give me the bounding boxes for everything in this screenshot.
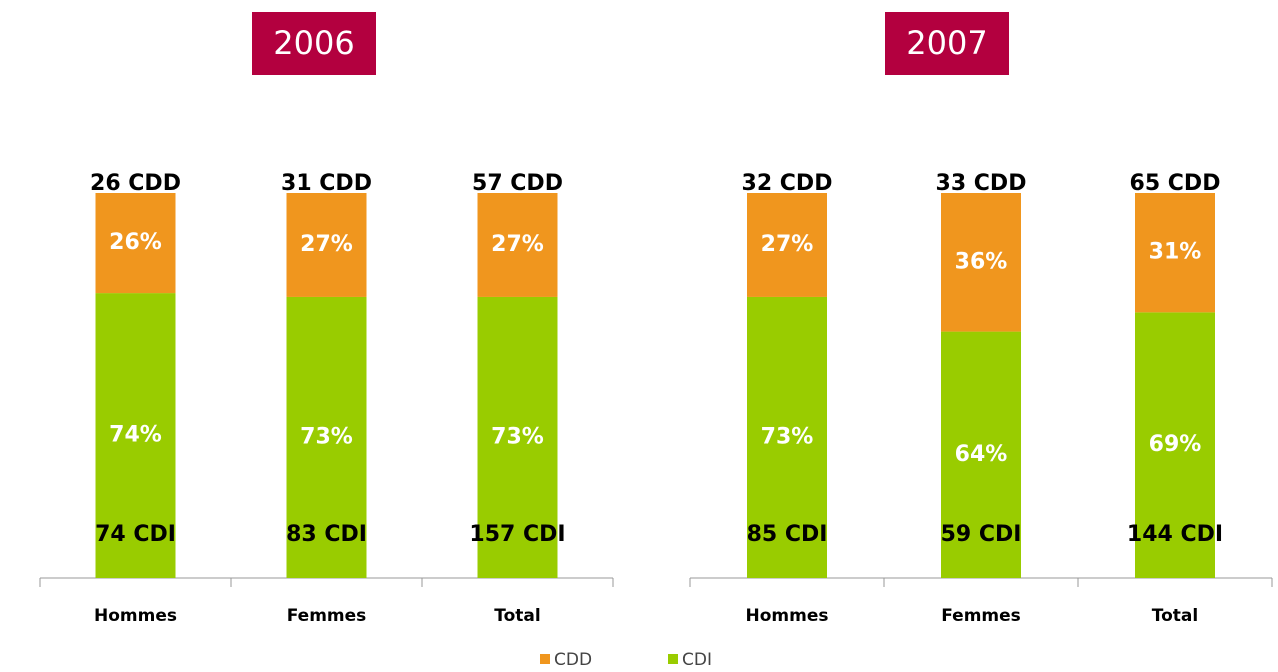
bar-segment: [286, 193, 367, 297]
count-label: 31 CDD: [281, 171, 372, 196]
count-label: 57 CDD: [472, 171, 563, 196]
data-label: 31%: [1149, 240, 1202, 265]
count-label: 32 CDD: [742, 171, 833, 196]
data-label: 73%: [491, 424, 544, 449]
data-label: 26%: [109, 230, 162, 255]
legend-swatch: [540, 654, 550, 664]
data-label: 69%: [1149, 432, 1202, 457]
count-label: 65 CDD: [1130, 171, 1221, 196]
x-tick-label: Total: [494, 606, 540, 626]
title-box: [252, 12, 376, 75]
bar-segment: [1135, 193, 1215, 313]
title-box: [885, 12, 1009, 75]
count-label: 26 CDD: [90, 171, 181, 196]
count-label: 83 CDI: [286, 522, 367, 547]
data-label: 74%: [109, 423, 162, 448]
data-label: 27%: [491, 232, 544, 257]
data-label: 27%: [761, 232, 814, 257]
bar-segment: [477, 193, 558, 297]
bar-segment: [747, 296, 827, 578]
x-tick-label: Femmes: [287, 606, 367, 626]
x-tick-label: Hommes: [94, 606, 177, 626]
x-tick-label: Total: [1152, 606, 1198, 626]
legend-label: CDI: [682, 650, 712, 668]
data-label: 27%: [300, 232, 353, 257]
count-label: 59 CDI: [941, 522, 1022, 547]
bar-segment: [941, 331, 1021, 578]
bar-segment: [286, 296, 367, 578]
x-tick-label: Femmes: [941, 606, 1021, 626]
data-label: 36%: [955, 249, 1008, 274]
count-label: 33 CDD: [936, 171, 1027, 196]
bar-segment: [477, 296, 558, 578]
data-label: 73%: [761, 424, 814, 449]
bar-segment: [747, 193, 827, 297]
bar-segment: [1135, 312, 1215, 578]
data-label: 64%: [955, 442, 1008, 467]
bar-segment: [95, 293, 176, 578]
bar-segment: [95, 193, 176, 294]
chart-title: 2007: [906, 24, 987, 62]
count-label: 85 CDI: [747, 522, 828, 547]
legend-label: CDD: [554, 650, 592, 668]
count-label: 157 CDI: [469, 522, 565, 547]
count-label: 144 CDI: [1127, 522, 1223, 547]
x-tick-label: Hommes: [746, 606, 829, 626]
bar-segment: [941, 193, 1021, 332]
legend-swatch: [668, 654, 678, 664]
data-label: 73%: [300, 424, 353, 449]
count-label: 74 CDI: [95, 522, 176, 547]
chart-title: 2006: [273, 24, 354, 62]
